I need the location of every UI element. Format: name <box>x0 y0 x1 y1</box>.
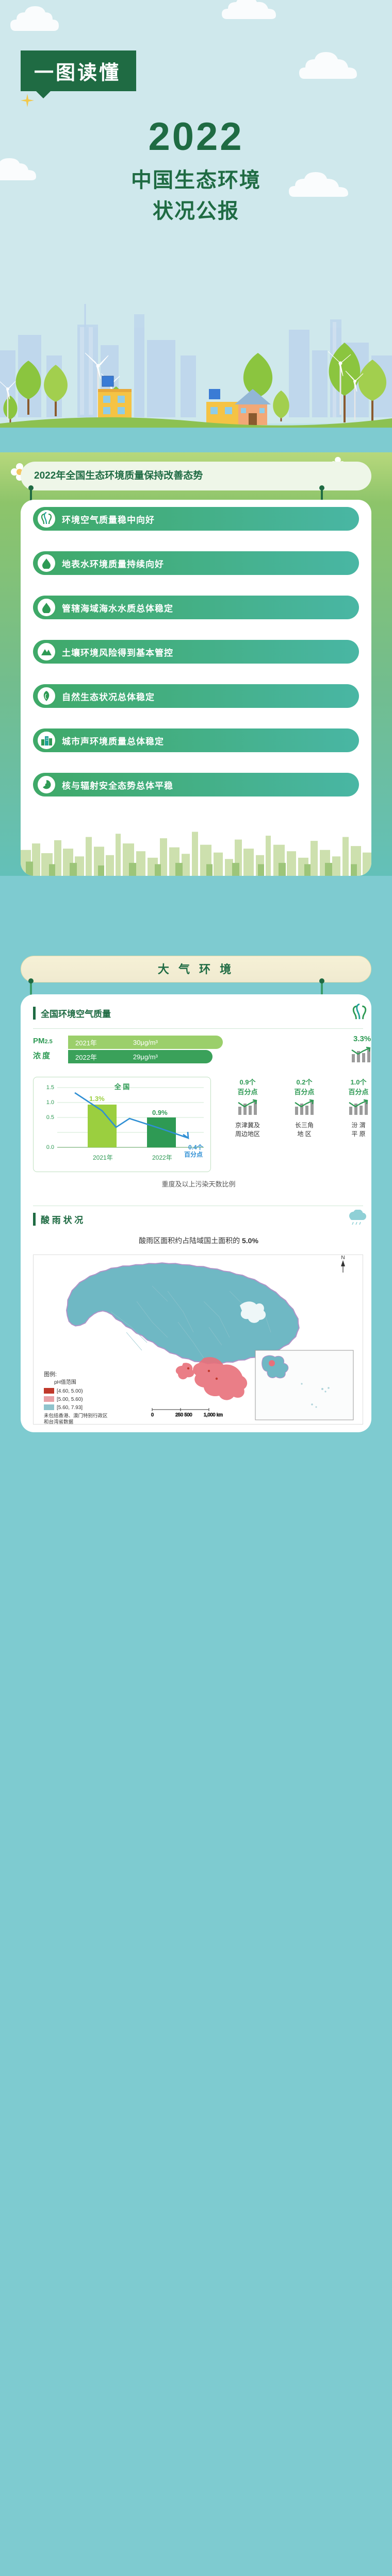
svg-text:[5.00, 5.60): [5.00, 5.60) <box>57 1397 83 1402</box>
svg-text:[5.60, 7.93]: [5.60, 7.93] <box>57 1405 83 1411</box>
svg-text:250 500: 250 500 <box>175 1412 192 1417</box>
svg-text:0: 0 <box>151 1412 154 1417</box>
svg-text:0.4个: 0.4个 <box>188 1143 204 1151</box>
svg-text:图例:: 图例: <box>44 1370 57 1378</box>
svg-text:pH值范围: pH值范围 <box>54 1379 76 1385</box>
svg-text:0.0: 0.0 <box>46 1144 54 1150</box>
svg-text:0.9%: 0.9% <box>152 1109 168 1116</box>
svg-text:2021年: 2021年 <box>93 1154 113 1161</box>
svg-text:1.0: 1.0 <box>46 1099 54 1106</box>
svg-text:[4.60, 5.00): [4.60, 5.00) <box>57 1388 83 1394</box>
svg-text:未包括香港、澳门特别行政区: 未包括香港、澳门特别行政区 <box>44 1413 108 1419</box>
svg-text:2022年: 2022年 <box>152 1154 172 1161</box>
svg-text:0.5: 0.5 <box>46 1114 54 1121</box>
svg-text:N: N <box>341 1255 345 1261</box>
svg-text:1,000 km: 1,000 km <box>204 1412 223 1417</box>
svg-text:百分点: 百分点 <box>184 1150 203 1158</box>
svg-text:1.3%: 1.3% <box>89 1095 105 1103</box>
svg-text:和台湾省数据: 和台湾省数据 <box>44 1419 74 1425</box>
